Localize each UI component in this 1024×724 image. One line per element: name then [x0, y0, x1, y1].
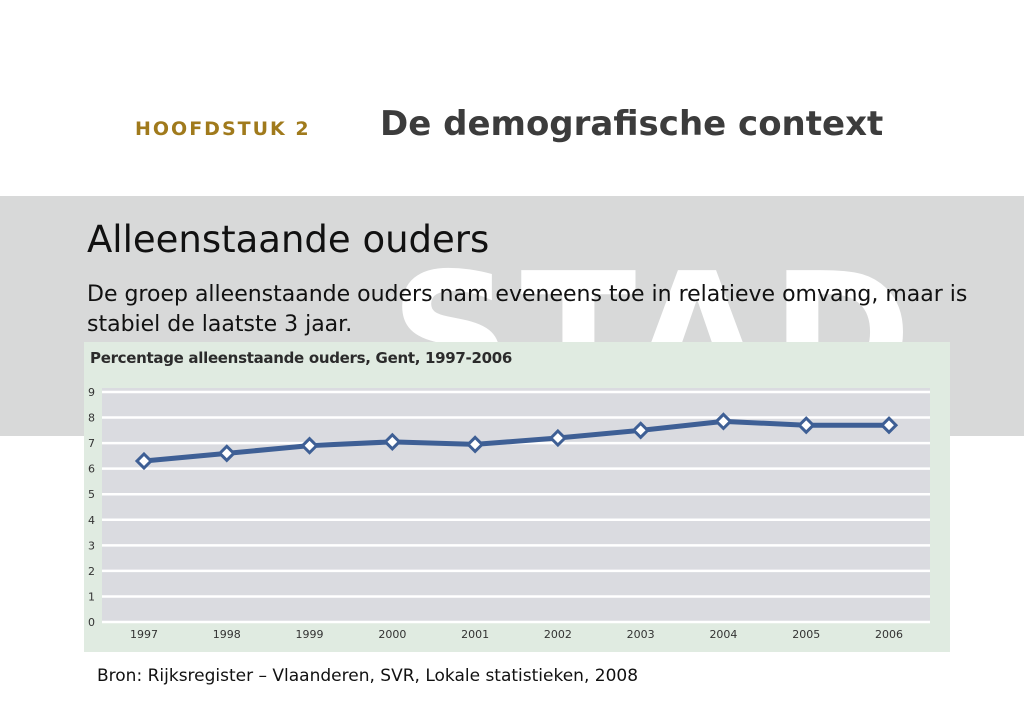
y-tick-label: 9	[88, 386, 95, 399]
data-point	[465, 435, 485, 454]
slide-body: De groep alleenstaande ouders nam evenee…	[87, 282, 968, 337]
series-line	[143, 418, 889, 464]
x-tick-label: 2006	[875, 628, 903, 641]
x-tick-label: 1999	[296, 628, 324, 641]
y-tick-label: 6	[88, 463, 95, 476]
y-tick-label: 4	[88, 514, 95, 527]
data-point	[879, 416, 899, 435]
y-tick-label: 0	[88, 616, 95, 629]
data-point	[631, 421, 650, 440]
chart-title: Percentage alleenstaande ouders, Gent, 1…	[90, 349, 513, 367]
x-tick-label: 1998	[213, 628, 241, 641]
x-tick-label: 2003	[627, 628, 655, 641]
data-point	[797, 416, 816, 435]
chapter-label: HOOFDSTUK 2	[135, 118, 311, 140]
x-tick-label: 2005	[792, 628, 820, 641]
data-point	[217, 444, 236, 463]
data-point	[134, 451, 154, 471]
y-tick-label: 8	[88, 412, 95, 425]
y-tick-label: 5	[88, 488, 95, 501]
x-tick-label: 2001	[461, 628, 489, 641]
x-tick-label: 1997	[130, 628, 158, 641]
line-chart: 0 1 2 3 4 5 6 7 8 9 1997 1998 1999 2000 2001 2002 2003 20…	[88, 386, 930, 641]
y-tick-label: 2	[88, 565, 95, 578]
header: HOOFDSTUK 2 De demografische context	[0, 0, 1024, 196]
y-tick-label: 3	[88, 539, 95, 552]
data-point	[300, 436, 319, 455]
y-tick-label: 7	[88, 437, 95, 450]
chapter-title: De demografische context	[380, 104, 884, 144]
x-tick-label: 2004	[709, 628, 737, 641]
data-point	[383, 432, 402, 451]
x-tick-label: 2002	[544, 628, 572, 641]
slide-title: Alleenstaande ouders	[87, 218, 490, 261]
y-tick-label: 1	[88, 590, 95, 603]
source-note: Bron: Rijksregister – Vlaanderen, SVR, L…	[97, 666, 639, 686]
data-point	[548, 428, 568, 448]
data-point	[714, 412, 733, 431]
chart-panel: Percentage alleenstaande ouders, Gent, 1…	[84, 342, 950, 652]
x-tick-label: 2000	[378, 628, 406, 641]
